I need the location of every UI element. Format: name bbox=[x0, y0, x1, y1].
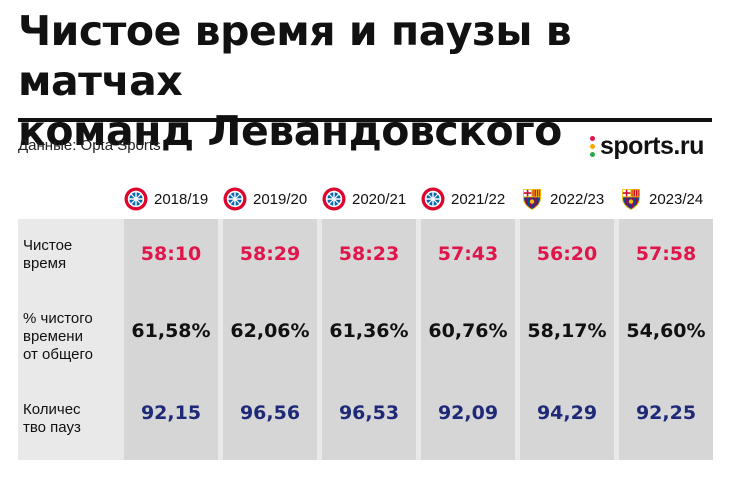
title-divider bbox=[18, 118, 712, 122]
clean-time-value: 58:29 bbox=[239, 243, 301, 265]
season-column bbox=[124, 219, 218, 460]
season-column bbox=[322, 219, 416, 460]
season-year: 2020/21 bbox=[352, 190, 407, 208]
season-year: 2023/24 bbox=[649, 190, 704, 208]
pauses-value: 92,15 bbox=[140, 402, 202, 424]
pauses-value: 92,25 bbox=[635, 402, 697, 424]
season-year: 2019/20 bbox=[253, 190, 308, 208]
clean-time-value: 56:20 bbox=[536, 243, 598, 265]
row-label-line: Количес bbox=[23, 401, 81, 418]
season-header: 2018/19 bbox=[124, 186, 208, 212]
season-header: 2022/23 bbox=[520, 186, 604, 212]
season-column bbox=[520, 219, 614, 460]
row-label-clean-time: Чистое время bbox=[23, 237, 72, 273]
clean-time-value: 57:58 bbox=[635, 243, 697, 265]
season-column bbox=[619, 219, 713, 460]
season-column bbox=[223, 219, 317, 460]
season-header: 2021/22 bbox=[421, 186, 505, 212]
bayern-logo-icon bbox=[421, 187, 445, 211]
barcelona-logo-icon bbox=[520, 187, 544, 211]
row-label-line: тво пауз bbox=[23, 419, 81, 436]
percent-value: 60,76% bbox=[428, 320, 508, 342]
row-label-pauses: Количес тво пауз bbox=[23, 401, 81, 437]
row-label-line: Чистое bbox=[23, 237, 73, 254]
season-year: 2018/19 bbox=[154, 190, 209, 208]
pauses-value: 96,53 bbox=[338, 402, 400, 424]
season-header: 2020/21 bbox=[322, 186, 406, 212]
barcelona-logo-icon bbox=[619, 187, 643, 211]
bayern-logo-icon bbox=[322, 187, 346, 211]
pauses-value: 96,56 bbox=[239, 402, 301, 424]
clean-time-value: 57:43 bbox=[437, 243, 499, 265]
page-title: Чистое время и паузы в матчах команд Лев… bbox=[18, 6, 718, 156]
row-label-line: от общего bbox=[23, 346, 93, 363]
season-year: 2022/23 bbox=[550, 190, 605, 208]
percent-value: 61,58% bbox=[131, 320, 211, 342]
clean-time-value: 58:23 bbox=[338, 243, 400, 265]
season-year: 2021/22 bbox=[451, 190, 506, 208]
clean-time-value: 58:10 bbox=[140, 243, 202, 265]
season-column bbox=[421, 219, 515, 460]
row-label-line: время bbox=[23, 255, 67, 272]
bayern-logo-icon bbox=[124, 187, 148, 211]
season-header: 2023/24 bbox=[619, 186, 703, 212]
brand-name: sports.ru bbox=[600, 132, 704, 160]
title-line-1: Чистое время и паузы в матчах bbox=[18, 7, 572, 105]
data-source: Данные: Opta Sports bbox=[18, 137, 161, 154]
percent-value: 54,60% bbox=[626, 320, 706, 342]
season-header: 2019/20 bbox=[223, 186, 307, 212]
brand-logo: sports.ru bbox=[588, 132, 704, 161]
row-label-line: % чистого bbox=[23, 310, 93, 327]
percent-value: 58,17% bbox=[527, 320, 607, 342]
percent-value: 62,06% bbox=[230, 320, 310, 342]
title-line-2: команд Левандовского bbox=[18, 107, 562, 155]
pauses-value: 92,09 bbox=[437, 402, 499, 424]
row-label-percent: % чистого времени от общего bbox=[23, 310, 93, 364]
percent-value: 61,36% bbox=[329, 320, 409, 342]
sports-ru-dots-icon bbox=[590, 136, 596, 158]
row-label-line: времени bbox=[23, 328, 83, 345]
pauses-value: 94,29 bbox=[536, 402, 598, 424]
bayern-logo-icon bbox=[223, 187, 247, 211]
